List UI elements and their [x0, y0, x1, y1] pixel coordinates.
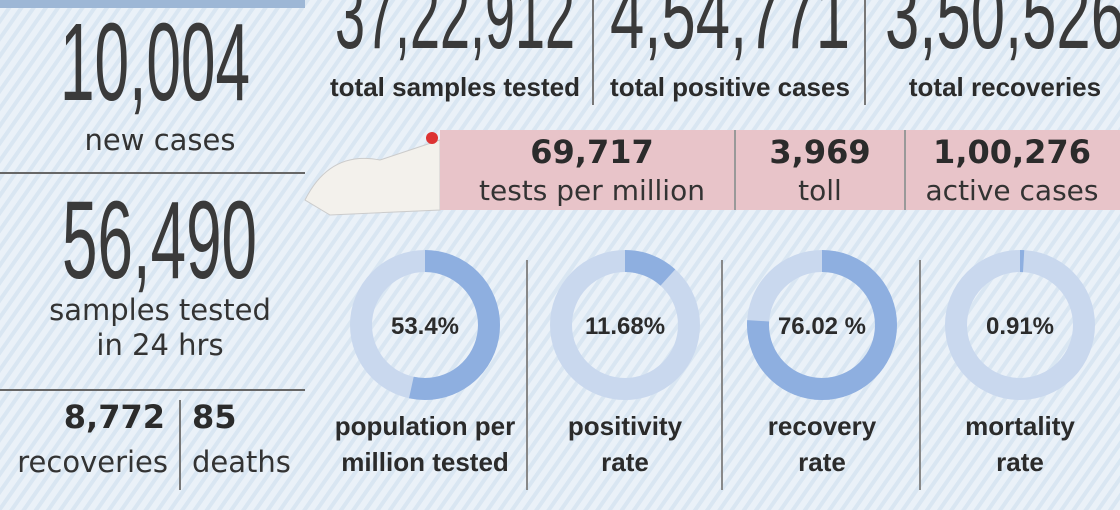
donut-arc [350, 250, 500, 400]
donut-arc [747, 250, 897, 400]
donut-caption: million tested [341, 447, 509, 477]
total-label: total recoveries [909, 72, 1101, 102]
new-cases-value: 10,004 [60, 1, 250, 124]
stat-label: active cases [926, 174, 1099, 207]
donut-label: 53.4% [391, 313, 459, 340]
donut-caption: recovery [768, 411, 877, 441]
stats-band [440, 130, 1120, 210]
donut-caption: rate [798, 447, 846, 477]
donut-caption: population per [335, 411, 516, 441]
donut-arc [550, 250, 700, 400]
recoveries-value: 8,772 [64, 398, 165, 436]
samples-label: samples tested [49, 293, 271, 327]
stat-value: 3,969 [769, 133, 870, 171]
donut-arc [945, 250, 1095, 400]
donut-caption: rate [996, 447, 1044, 477]
donut-label: 76.02 % [778, 313, 866, 340]
new-cases-label: new cases [85, 123, 236, 157]
donut-label: 11.68% [585, 313, 665, 340]
donut-caption: rate [601, 447, 649, 477]
total-value: 3,50,526 [885, 0, 1120, 69]
donut-caption: mortality [965, 411, 1075, 441]
deaths-label: deaths [192, 445, 291, 479]
sample-tube [426, 132, 438, 144]
stat-label: toll [798, 174, 842, 207]
stat-label: tests per million [479, 174, 705, 207]
recoveries-label: recoveries [17, 445, 168, 479]
total-value: 4,54,771 [610, 0, 850, 69]
stat-value: 69,717 [530, 133, 653, 171]
samples-value: 56,490 [62, 179, 257, 302]
deaths-value: 85 [192, 398, 237, 436]
total-label: total samples tested [330, 72, 580, 102]
donut-label: 0.91% [986, 313, 1054, 340]
stat-value: 1,00,276 [933, 133, 1091, 171]
total-label: total positive cases [610, 72, 850, 102]
total-value: 37,22,912 [335, 0, 575, 69]
donut-caption: positivity [568, 411, 683, 441]
samples-label: in 24 hrs [96, 328, 223, 362]
top-bar [0, 0, 305, 8]
